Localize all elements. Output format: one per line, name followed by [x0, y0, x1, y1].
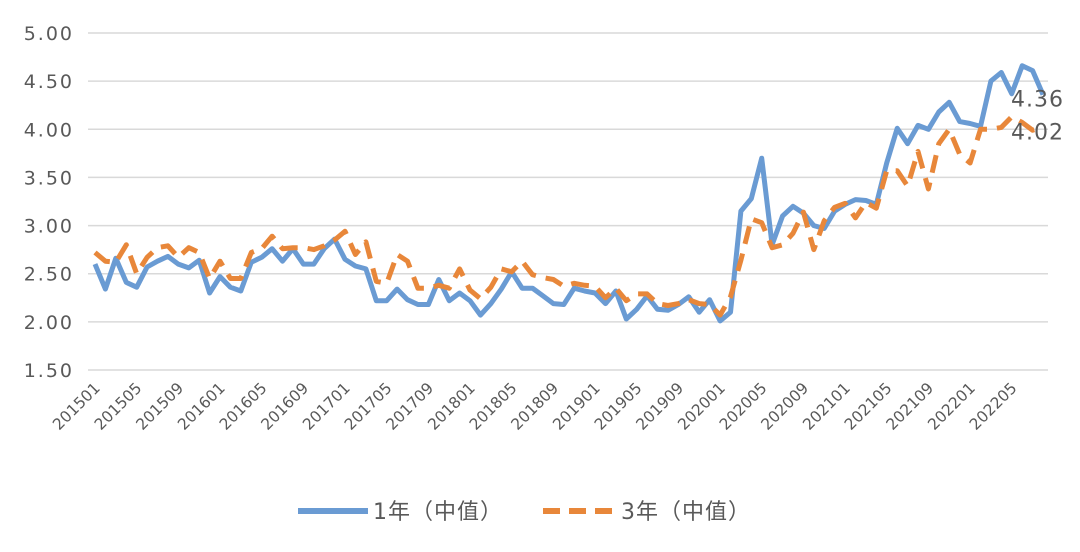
y-tick-label: 4.50: [24, 71, 74, 93]
legend-label-1yr: 1年（中值）: [373, 500, 503, 525]
series-line-3yr: [93, 114, 1044, 318]
y-axis-ticks: 1.50 2.00 2.50 3.00 3.50 4.00 4.50 5.00: [24, 23, 74, 382]
legend-label-3yr: 3年（中值）: [621, 500, 751, 525]
gridlines: [88, 32, 1048, 371]
y-tick-label: 2.00: [24, 312, 74, 334]
y-tick-label: 5.00: [24, 23, 74, 45]
y-tick-label: 4.00: [24, 119, 74, 141]
y-tick-label: 2.50: [24, 264, 74, 286]
y-tick-label: 1.50: [24, 360, 74, 382]
y-tick-label: 3.00: [24, 216, 74, 238]
series-line-1yr: [92, 63, 1046, 324]
x-axis-ticks: 2015012015052015092016012016052016092017…: [49, 379, 1020, 434]
y-tick-label: 3.50: [24, 167, 74, 189]
legend: 1年（中值） 3年（中值）: [298, 500, 751, 525]
end-value-label: 4.36: [1011, 88, 1064, 113]
end-labels: 4.36 4.02: [1011, 88, 1064, 146]
series-lines: [92, 63, 1046, 324]
end-value-label: 4.02: [1011, 120, 1064, 145]
